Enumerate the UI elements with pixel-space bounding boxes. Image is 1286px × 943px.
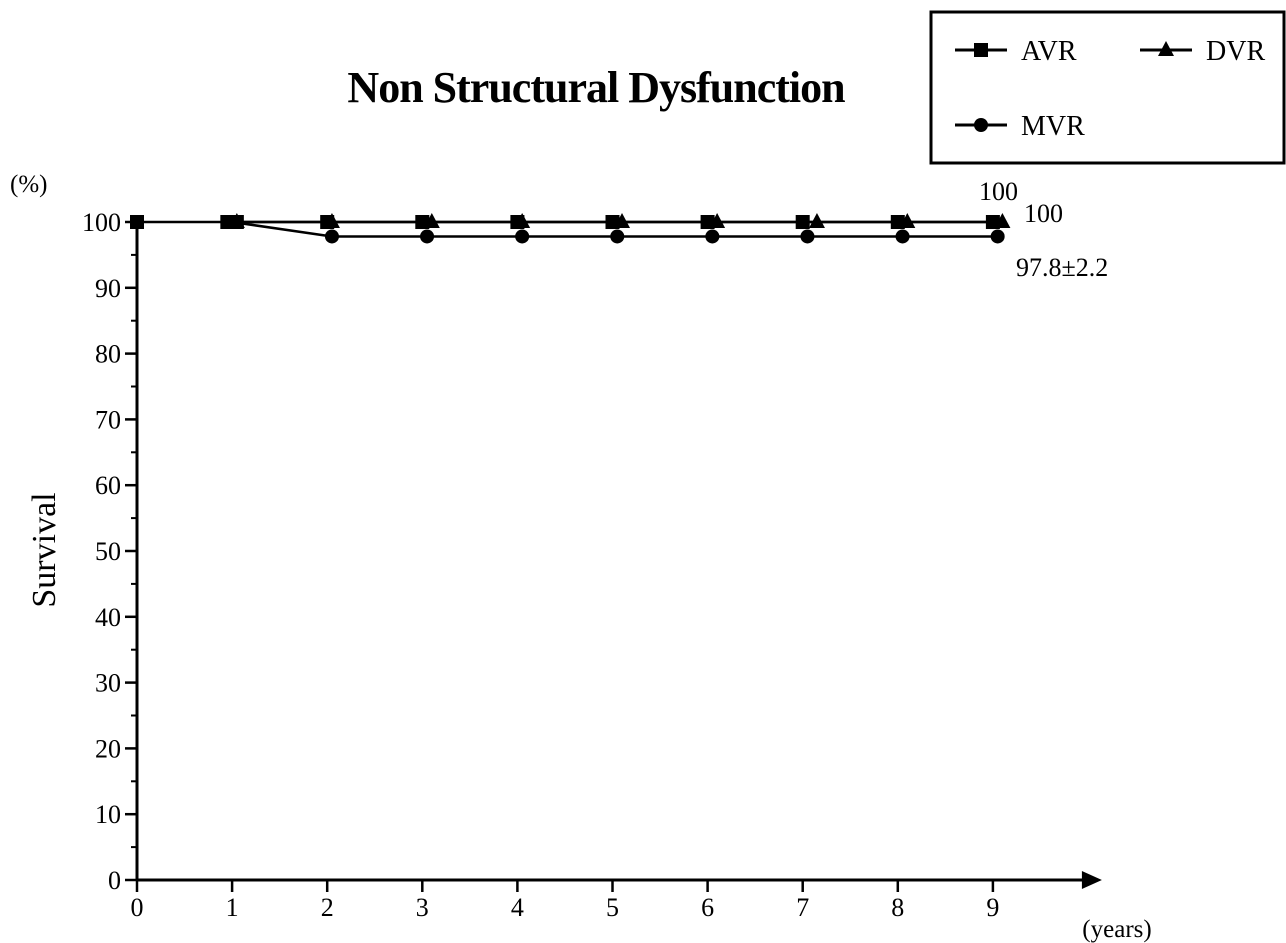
point-mvr (225, 215, 240, 229)
end-label-dvr: 100 (1024, 199, 1063, 228)
point-dvr (614, 213, 631, 228)
legend-marker-mvr (974, 118, 988, 132)
point-mvr (895, 229, 910, 244)
y-tick-label: 10 (95, 800, 121, 829)
legend-marker-dvr (1158, 41, 1174, 56)
y-unit-label: (%) (10, 171, 47, 198)
legend-marker-avr (974, 43, 988, 57)
legend-box (929, 10, 1286, 165)
x-axis-arrow (1081, 871, 1102, 889)
point-mvr (324, 229, 339, 244)
point-mvr (990, 229, 1005, 244)
point-mvr (420, 229, 435, 244)
x-tick-label: 3 (416, 893, 429, 922)
x-tick-label: 5 (606, 893, 619, 922)
end-label-mvr: 97.8±2.2 (1016, 253, 1108, 282)
point-mvr (610, 229, 625, 244)
point-mvr (515, 229, 530, 244)
x-tick-label: 4 (511, 893, 524, 922)
point-dvr (808, 213, 825, 228)
x-tick-label: 8 (891, 893, 904, 922)
legend-label-avr: AVR (1021, 36, 1077, 67)
point-dvr (423, 213, 440, 228)
chart-title: Non Structural Dysfunction (347, 63, 845, 112)
x-tick-label: 2 (321, 893, 334, 922)
y-tick-label: 80 (95, 340, 121, 369)
end-label-avr: 100 (979, 177, 1018, 206)
x-tick-label: 0 (131, 893, 144, 922)
point-mvr (800, 229, 815, 244)
y-tick-label: 90 (95, 274, 121, 303)
legend: AVR DVR MVR (929, 10, 1286, 165)
y-tick-label: 30 (95, 669, 121, 698)
y-tick-label: 20 (95, 734, 121, 763)
y-tick-label: 50 (95, 537, 121, 566)
point-dvr (899, 213, 916, 228)
x-tick-label: 1 (226, 893, 239, 922)
point-dvr (323, 213, 340, 228)
legend-label-dvr: DVR (1206, 36, 1265, 67)
y-tick-label: 70 (95, 405, 121, 434)
axes: 0 10 20 30 40 50 60 70 80 90 100 0 1 2 3 4 5 6 7 8 9 (82, 208, 1102, 922)
point-dvr (994, 213, 1011, 228)
x-unit-label: (years) (1082, 916, 1151, 943)
point-dvr (514, 213, 531, 228)
legend-label-mvr: MVR (1021, 111, 1085, 142)
series-group (130, 213, 1011, 244)
y-tick-label: 100 (82, 208, 121, 237)
point-dvr (709, 213, 726, 228)
y-tick-label: 40 (95, 603, 121, 632)
y-axis-label: Survival (26, 492, 63, 607)
y-tick-label: 0 (108, 866, 121, 895)
x-tick-label: 7 (796, 893, 809, 922)
x-tick-label: 9 (986, 893, 999, 922)
x-tick-label: 6 (701, 893, 714, 922)
point-avr (130, 215, 144, 229)
point-mvr (705, 229, 720, 244)
y-tick-label: 60 (95, 471, 121, 500)
